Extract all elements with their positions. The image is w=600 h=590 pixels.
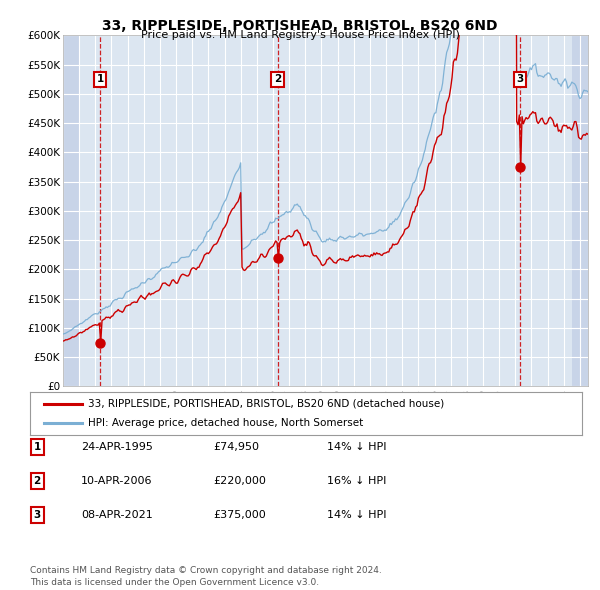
Text: HPI: Average price, detached house, North Somerset: HPI: Average price, detached house, Nort… — [88, 418, 363, 428]
Text: 14% ↓ HPI: 14% ↓ HPI — [327, 442, 386, 451]
Text: 1: 1 — [97, 74, 104, 84]
Text: 2: 2 — [34, 476, 41, 486]
Text: 24-APR-1995: 24-APR-1995 — [81, 442, 153, 451]
Text: 08-APR-2021: 08-APR-2021 — [81, 510, 153, 520]
Text: 3: 3 — [517, 74, 524, 84]
Text: 1: 1 — [34, 442, 41, 451]
Text: Contains HM Land Registry data © Crown copyright and database right 2024.
This d: Contains HM Land Registry data © Crown c… — [30, 566, 382, 587]
Text: 33, RIPPLESIDE, PORTISHEAD, BRISTOL, BS20 6ND (detached house): 33, RIPPLESIDE, PORTISHEAD, BRISTOL, BS2… — [88, 399, 444, 409]
Text: Price paid vs. HM Land Registry's House Price Index (HPI): Price paid vs. HM Land Registry's House … — [140, 30, 460, 40]
Text: 14% ↓ HPI: 14% ↓ HPI — [327, 510, 386, 520]
Text: £375,000: £375,000 — [213, 510, 266, 520]
Text: 16% ↓ HPI: 16% ↓ HPI — [327, 476, 386, 486]
Text: 2: 2 — [274, 74, 281, 84]
Bar — [63, 35, 79, 386]
Text: £74,950: £74,950 — [213, 442, 259, 451]
Bar — [572, 35, 588, 386]
Text: 3: 3 — [34, 510, 41, 520]
Text: £220,000: £220,000 — [213, 476, 266, 486]
Text: 33, RIPPLESIDE, PORTISHEAD, BRISTOL, BS20 6ND: 33, RIPPLESIDE, PORTISHEAD, BRISTOL, BS2… — [102, 19, 498, 34]
Text: 10-APR-2006: 10-APR-2006 — [81, 476, 152, 486]
